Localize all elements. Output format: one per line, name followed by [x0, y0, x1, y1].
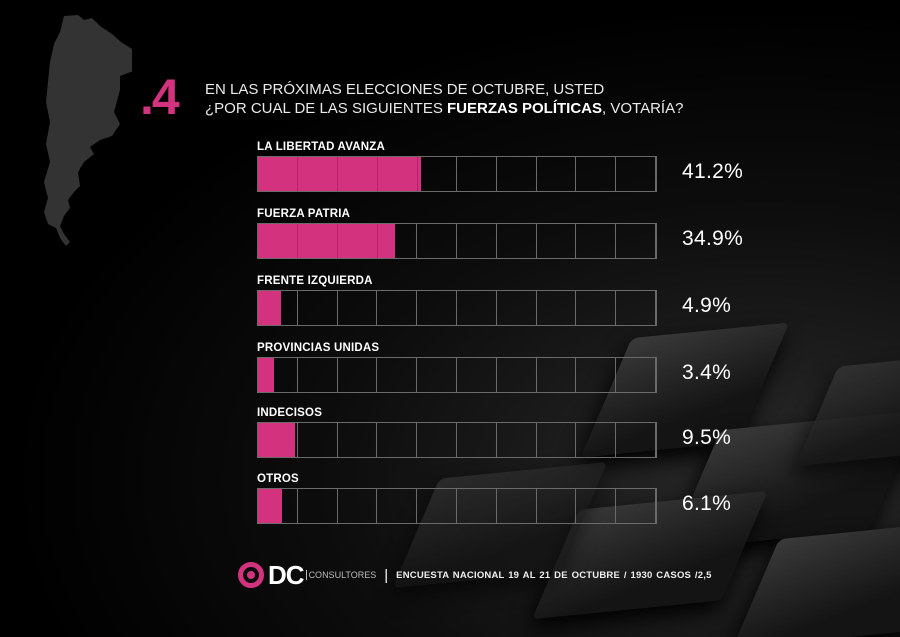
bar-value: 34.9%	[682, 227, 744, 250]
bar-label: LA LIBERTAD AVANZA	[257, 141, 385, 153]
bar-fill	[258, 489, 282, 523]
dc-logo-ring-icon	[238, 562, 264, 588]
bar-label: FUERZA PATRIA	[257, 208, 351, 220]
question-text: EN LAS PRÓXIMAS ELECCIONES DE OCTUBRE, U…	[205, 80, 683, 118]
bar-fill	[258, 157, 421, 191]
question-line-2-post: , VOTARÍA?	[602, 100, 684, 117]
bar-label: PROVINCIAS UNIDAS	[257, 342, 380, 354]
bar-row-provincias-unidas: PROVINCIAS UNIDAS 3.4%	[257, 341, 731, 393]
bar-fill	[258, 358, 274, 392]
bar-value: 4.9%	[682, 294, 732, 317]
argentina-map-icon	[44, 15, 132, 246]
logo-text: DC	[268, 559, 305, 590]
bar-grid	[257, 357, 657, 393]
bar-label: OTROS	[257, 473, 299, 485]
bar-grid	[257, 488, 657, 524]
bar-grid	[257, 290, 657, 326]
bar-label: FRENTE IZQUIERDA	[257, 275, 373, 287]
bar-fill	[258, 224, 395, 258]
bar-row-frente-izquierda: FRENTE IZQUIERDA 4.9%	[257, 274, 731, 326]
bar-value: 41.2%	[682, 160, 744, 183]
bar-fill	[258, 291, 281, 325]
bar-fill	[258, 423, 295, 457]
survey-info: ENCUESTA NACIONAL 19 AL 21 DE OCTUBRE / …	[396, 569, 712, 581]
bar-value: 9.5%	[682, 426, 732, 449]
bar-grid	[257, 156, 657, 192]
footer-separator: |	[384, 566, 389, 584]
bar-value: 3.4%	[682, 361, 732, 384]
question-number: .4	[140, 69, 180, 125]
footer: DC CONSULTORES | ENCUESTA NACIONAL 19 AL…	[238, 560, 712, 590]
bar-row-indecisos: INDECISOS 9.5%	[257, 406, 731, 458]
question-line-2: ¿POR CUAL DE LAS SIGUIENTES FUERZAS POLÍ…	[205, 99, 683, 118]
bar-grid	[257, 223, 657, 259]
question-line-1: EN LAS PRÓXIMAS ELECCIONES DE OCTUBRE, U…	[205, 81, 605, 98]
bar-value: 6.1%	[682, 492, 732, 515]
question-line-2-pre: ¿POR CUAL DE LAS SIGUIENTES	[205, 100, 447, 117]
question-line-2-bold: FUERZAS POLÍTICAS	[447, 100, 603, 117]
bar-row-la-libertad-avanza: LA LIBERTAD AVANZA 41.2%	[257, 140, 743, 192]
bar-label: INDECISOS	[257, 407, 323, 419]
logo-subtitle: CONSULTORES	[305, 570, 376, 580]
bar-row-otros: OTROS 6.1%	[257, 472, 731, 524]
bar-row-fuerza-patria: FUERZA PATRIA 34.9%	[257, 207, 743, 259]
bar-grid	[257, 422, 657, 458]
